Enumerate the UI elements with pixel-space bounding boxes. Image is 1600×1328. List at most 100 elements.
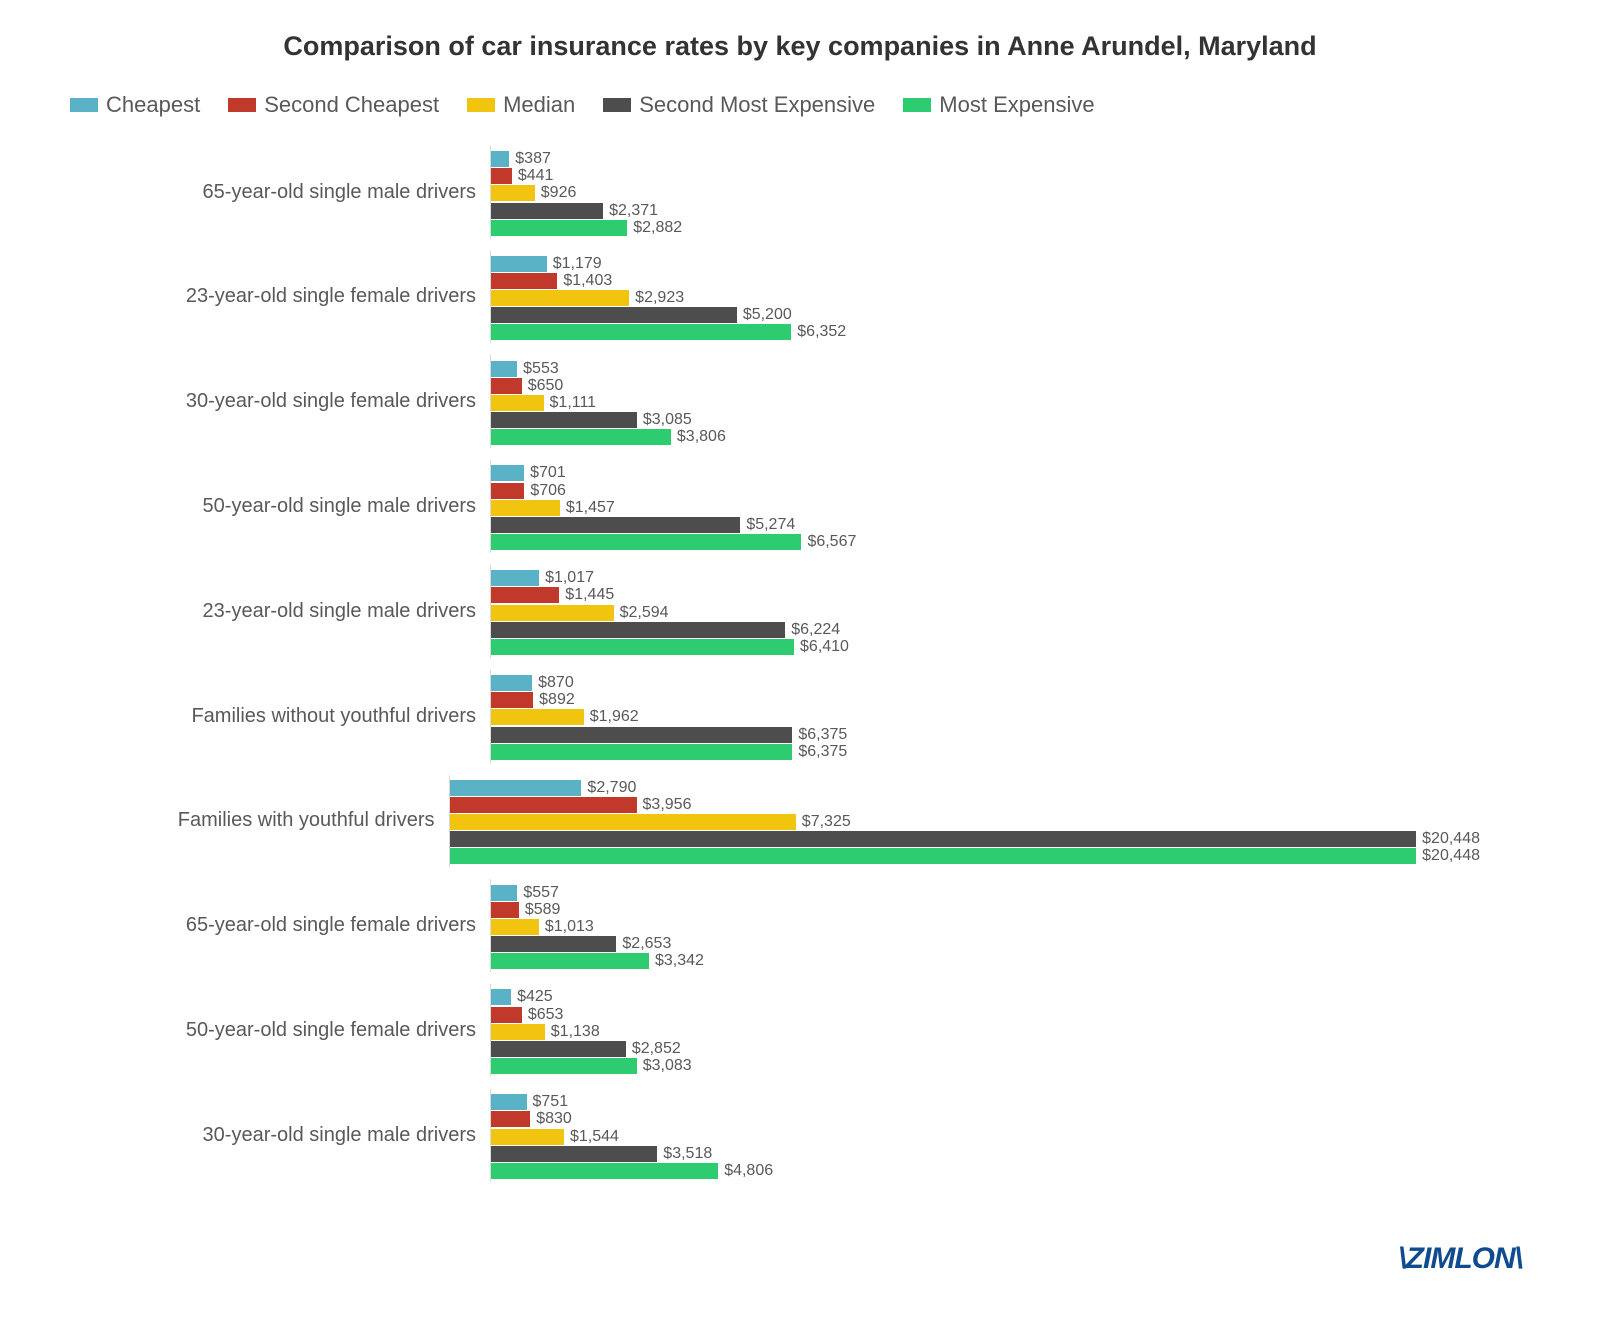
bar-row-median: $2,923 [491, 290, 1480, 306]
bar-row-median: $1,013 [491, 919, 1480, 935]
bar [491, 936, 616, 952]
legend-item-second_cheapest: Second Cheapest [228, 92, 439, 118]
bar [491, 290, 629, 306]
bar-value-label: $1,445 [565, 586, 614, 604]
bar-row-cheapest: $1,017 [491, 570, 1480, 586]
bar [491, 1024, 545, 1040]
bar-value-label: $2,882 [633, 219, 682, 237]
bar-row-second_cheapest: $441 [491, 168, 1480, 184]
bar [491, 465, 524, 481]
bar [491, 570, 539, 586]
category-group: 50-year-old single male drivers $701$706$… [60, 460, 1480, 553]
bar-value-label: $3,956 [643, 796, 692, 814]
bar-value-label: $701 [530, 464, 566, 482]
bar-value-label: $751 [533, 1093, 569, 1111]
bar-value-label: $557 [523, 884, 559, 902]
legend-swatch-cheapest [70, 98, 98, 112]
bar-value-label: $5,200 [743, 306, 792, 324]
bar-row-median: $1,962 [491, 709, 1480, 725]
bar-value-label: $3,085 [643, 411, 692, 429]
bar [491, 412, 637, 428]
category-group: 30-year-old single female drivers$553$65… [60, 355, 1480, 448]
bar-value-label: $6,375 [798, 743, 847, 761]
bar-value-label: $1,017 [545, 569, 594, 587]
bar-row-median: $1,544 [491, 1129, 1480, 1145]
bar [491, 361, 517, 377]
bar [491, 989, 511, 1005]
bar-value-label: $6,352 [797, 323, 846, 341]
bar [491, 1163, 718, 1179]
bar-value-label: $706 [530, 482, 566, 500]
bar [491, 1058, 637, 1074]
bar-row-median: $7,325 [450, 814, 1480, 830]
bar-value-label: $870 [538, 674, 574, 692]
bar [491, 273, 557, 289]
bar-row-second_most_expensive: $2,852 [491, 1041, 1480, 1057]
bars-container: $425$653$1,138$2,852$3,083 [490, 984, 1480, 1077]
bar [491, 744, 792, 760]
bar-row-median: $1,457 [491, 500, 1480, 516]
bar-row-second_most_expensive: $20,448 [450, 831, 1480, 847]
bar-value-label: $1,403 [563, 272, 612, 290]
bar-row-cheapest: $2,790 [450, 780, 1480, 796]
bar [491, 203, 603, 219]
bars-container: $870$892$1,962$6,375$6,375 [490, 670, 1480, 763]
bar-value-label: $6,410 [800, 638, 849, 656]
bar-value-label: $3,518 [663, 1145, 712, 1163]
bar-value-label: $650 [528, 377, 564, 395]
bar-row-second_cheapest: $830 [491, 1111, 1480, 1127]
legend-swatch-second_most_expensive [603, 98, 631, 112]
bar-value-label: $926 [541, 184, 577, 202]
bar-value-label: $2,594 [620, 604, 669, 622]
bars-container: $1,017$1,445 $2,594$6,224$6,410 [490, 565, 1480, 658]
bar-value-label: $553 [523, 360, 559, 378]
category-label: 50-year-old single male drivers [60, 460, 490, 553]
legend-label: Second Cheapest [264, 92, 439, 118]
bar-row-median: $1,138 [491, 1024, 1480, 1040]
category-label: Families without youthful drivers [60, 670, 490, 763]
bar [491, 256, 547, 272]
bar [491, 1129, 564, 1145]
category-label: 30-year-old single female drivers [60, 355, 490, 448]
bar-value-label: $2,653 [622, 935, 671, 953]
category-group: 65-year-old single female drivers$557$58… [60, 879, 1480, 972]
bar-row-cheapest: $751 [491, 1094, 1480, 1110]
bar-row-second_cheapest: $1,445 [491, 587, 1480, 603]
bar [491, 500, 560, 516]
bar-row-cheapest: $425 [491, 989, 1480, 1005]
category-group: 50-year-old single female drivers$425$65… [60, 984, 1480, 1077]
bars-container: $2,790$3,956$7,325$20,448$20,448 [449, 775, 1480, 868]
bar [491, 534, 801, 550]
category-label: 50-year-old single female drivers [60, 984, 490, 1077]
bar-row-most_expensive: $3,083 [491, 1058, 1480, 1074]
bar-value-label: $425 [517, 988, 553, 1006]
bars-container: $387$441$926$2,371$2,882 [490, 146, 1480, 239]
bar [491, 429, 671, 445]
bar-value-label: $1,457 [566, 499, 615, 517]
bar [491, 885, 517, 901]
bar-row-second_most_expensive: $2,653 [491, 936, 1480, 952]
bars-container: $553$650$1,111$3,085$3,806 [490, 355, 1480, 448]
bar-value-label: $441 [518, 167, 554, 185]
bar-value-label: $3,342 [655, 952, 704, 970]
bar-value-label: $1,544 [570, 1128, 619, 1146]
bar-row-second_most_expensive: $6,224 [491, 622, 1480, 638]
bar-value-label: $589 [525, 901, 561, 919]
bar-value-label: $1,138 [551, 1023, 600, 1041]
chart-title: Comparison of car insurance rates by key… [134, 30, 1466, 64]
legend-label: Most Expensive [939, 92, 1094, 118]
bar-value-label: $6,375 [798, 726, 847, 744]
category-group: 23-year-old single male drivers$1,017$1,… [60, 565, 1480, 658]
bar-value-label: $3,083 [643, 1057, 692, 1075]
bar-row-most_expensive: $6,352 [491, 324, 1480, 340]
bar-row-median: $2,594 [491, 605, 1480, 621]
bar [491, 185, 535, 201]
bar [491, 709, 584, 725]
bar [491, 395, 544, 411]
bar [450, 814, 796, 830]
legend-swatch-most_expensive [903, 98, 931, 112]
bar-row-most_expensive: $20,448 [450, 848, 1480, 864]
zimlon-logo: \ZIMLON\ [1398, 1242, 1522, 1276]
category-label: Families with youthful drivers [60, 775, 449, 868]
legend-item-median: Median [467, 92, 575, 118]
